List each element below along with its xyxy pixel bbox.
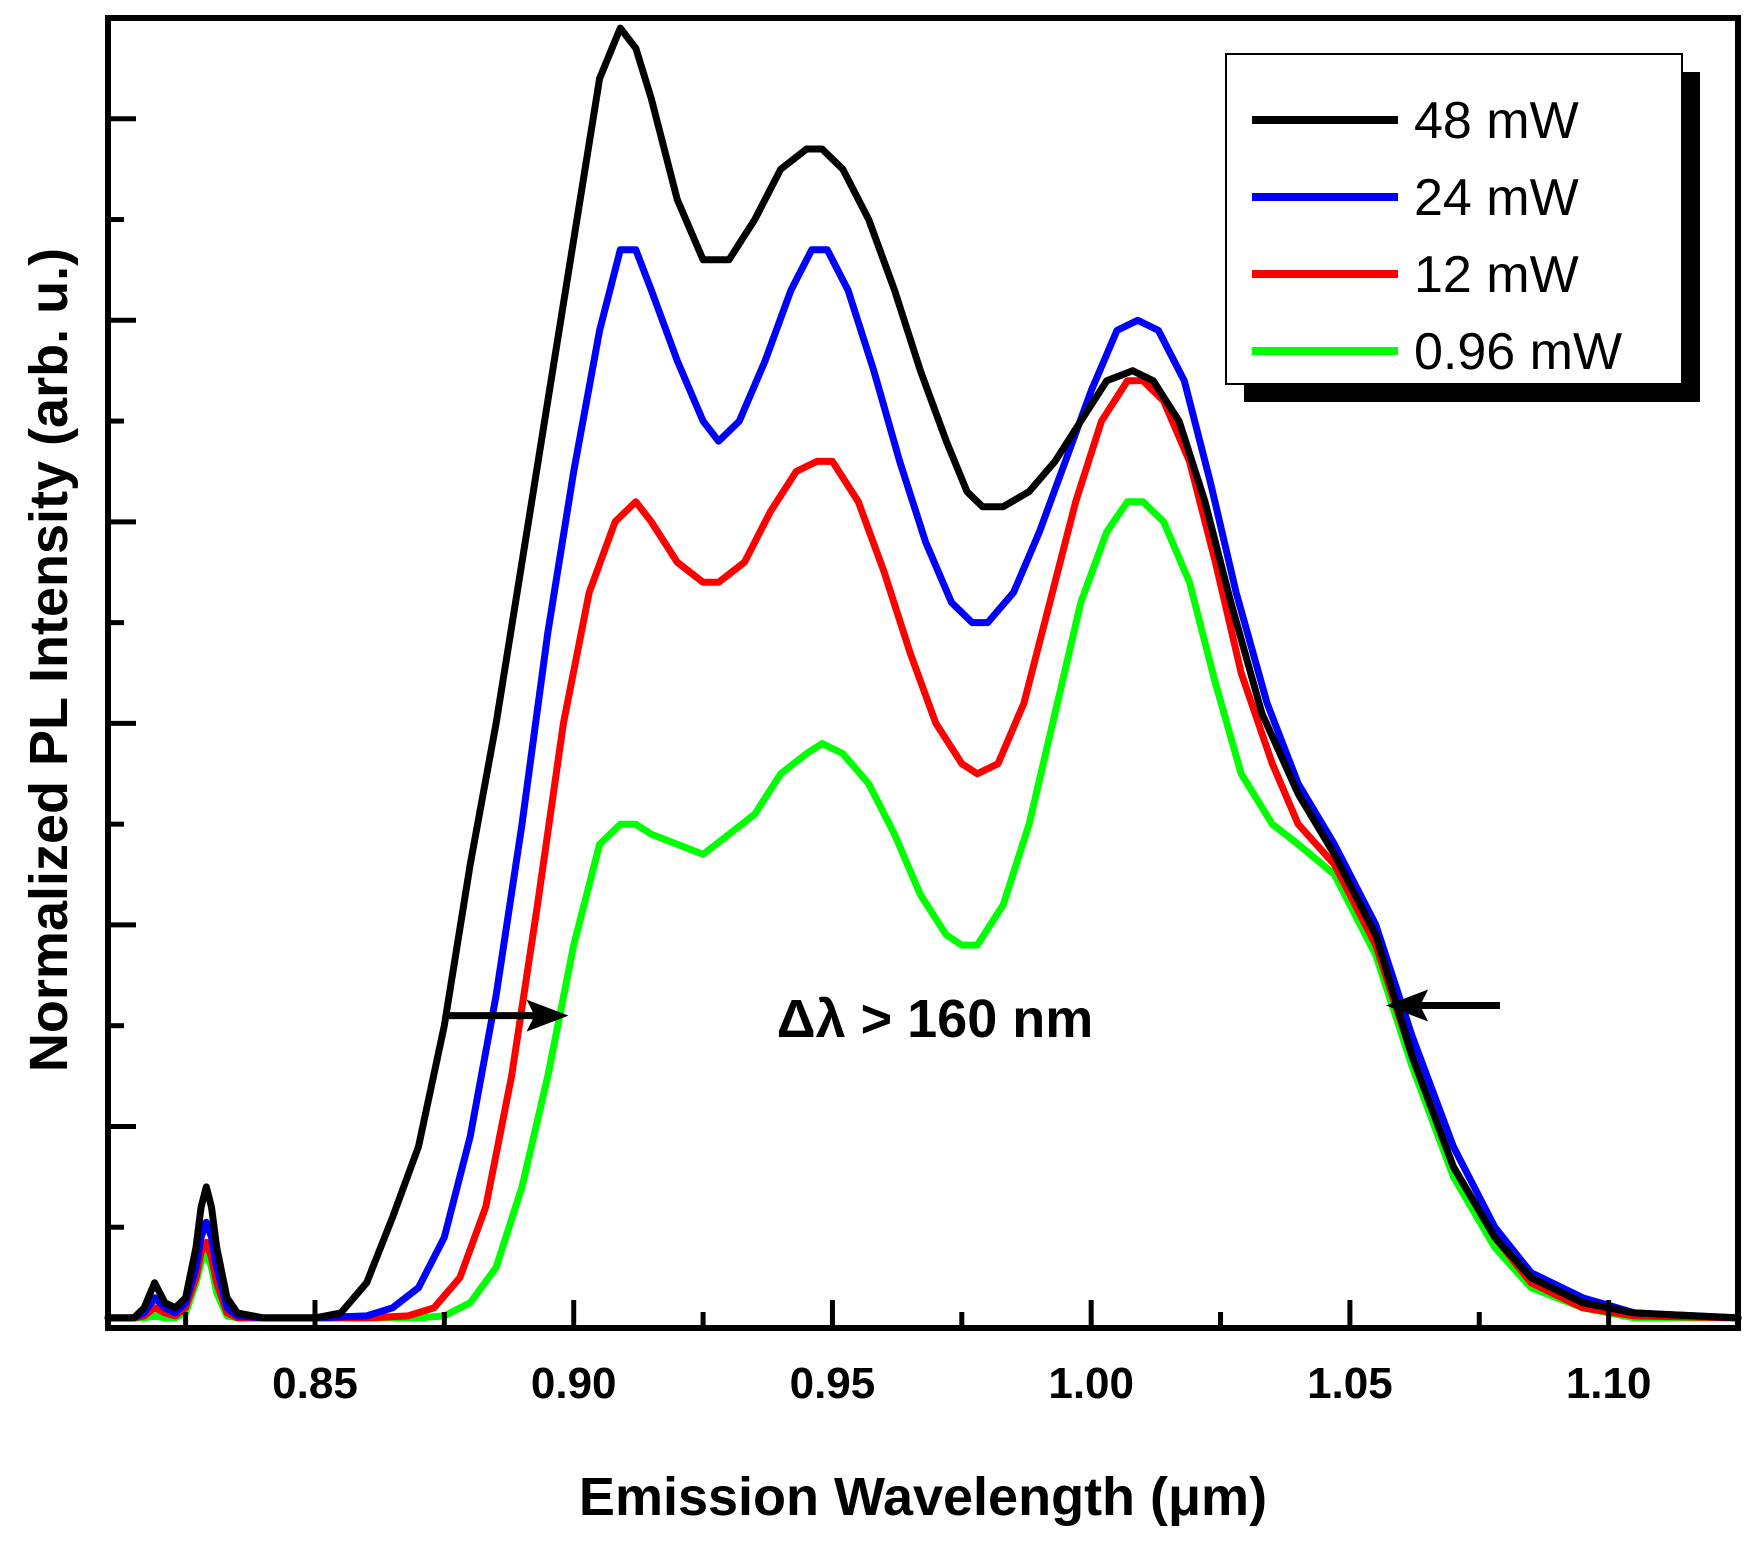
- legend-items: 48 mW 24 mW 12 mW 0.96 mW: [1252, 92, 1622, 381]
- x-tick-label: 0.90: [531, 1359, 617, 1408]
- y-axis-ticks: [108, 15, 136, 1230]
- legend-label: 24 mW: [1414, 169, 1579, 227]
- series-line-0-96-mw: [104, 498, 1742, 1322]
- bandwidth-annotation: Δλ > 160 nm: [777, 989, 1094, 1049]
- y-axis-title: Normalized PL Intensity (arb. u.): [19, 248, 79, 1072]
- x-tick-label: 1.05: [1307, 1359, 1393, 1408]
- plot-frame: [105, 15, 1741, 1331]
- x-axis-title: Emission Wavelength (μm): [579, 1467, 1267, 1527]
- arrow-layer: [444, 989, 1500, 1032]
- legend-label: 0.96 mW: [1414, 323, 1622, 381]
- x-tick-label: 1.10: [1566, 1359, 1652, 1408]
- x-tick-label: 0.95: [790, 1359, 876, 1408]
- arrow-head-1: [526, 999, 569, 1032]
- x-tick-label: 0.85: [272, 1359, 358, 1408]
- legend-label: 48 mW: [1414, 92, 1579, 150]
- series-line-12-mw: [104, 377, 1742, 1322]
- legend-label: 12 mW: [1414, 246, 1579, 304]
- x-tick-label: 1.00: [1048, 1359, 1134, 1408]
- series-line-24-mw: [104, 246, 1742, 1322]
- legend-box: [1225, 53, 1683, 385]
- x-axis-ticks: 0.85 0.90 0.95 1.00 1.05 1.10: [183, 1300, 1741, 1408]
- series-layer: [104, 24, 1742, 1322]
- legend: 48 mW 24 mW 12 mW 0.96 mW: [1225, 53, 1700, 402]
- arrow-head-2: [1386, 989, 1429, 1022]
- series-line-48-mw: [104, 24, 1742, 1322]
